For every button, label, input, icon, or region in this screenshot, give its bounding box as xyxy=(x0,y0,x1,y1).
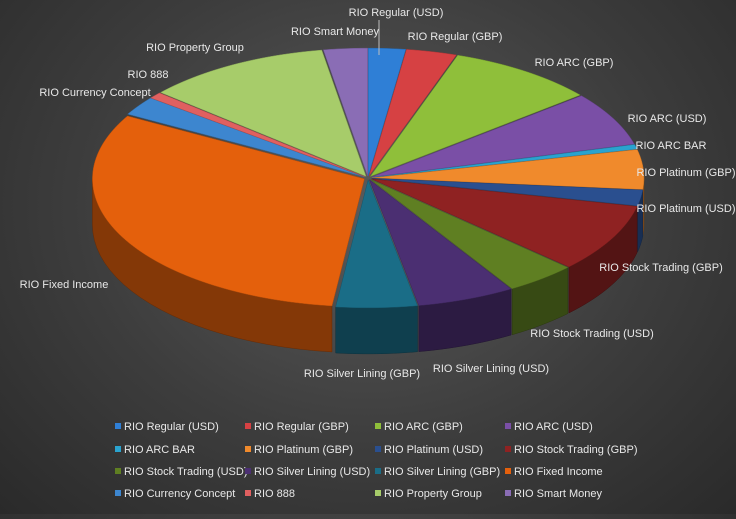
pie-slice-rio-silver-lining-gbp xyxy=(335,179,418,309)
legend-item-rio-stock-trading-usd: RIO Stock Trading (USD) xyxy=(115,466,247,478)
slice-label-rio-fixed-income: RIO Fixed Income xyxy=(20,279,109,291)
slice-label-rio-arc-gbp: RIO ARC (GBP) xyxy=(535,57,614,69)
pie-slice-rio-property-group xyxy=(160,49,367,177)
legend-swatch xyxy=(505,446,511,452)
legend-swatch xyxy=(245,490,251,496)
legend-swatch xyxy=(375,468,381,474)
legend-item-rio-property-group: RIO Property Group xyxy=(375,488,482,500)
pie-slice-rio-regular-usd xyxy=(368,47,407,177)
legend-swatch xyxy=(505,468,511,474)
slice-label-rio-stock-trading-gbp: RIO Stock Trading (GBP) xyxy=(599,262,722,274)
slice-label-rio-smart-money: RIO Smart Money xyxy=(291,26,380,38)
pie-slice-rio-arc-gbp xyxy=(369,54,581,177)
legend-item-rio-silver-lining-usd: RIO Silver Lining (USD) xyxy=(245,466,370,478)
legend-label: RIO Platinum (USD) xyxy=(384,444,483,456)
pie-slice-rio-smart-money xyxy=(323,47,368,177)
pie-slice-rio-stock-trading-usd xyxy=(370,179,569,290)
legend-label: RIO 888 xyxy=(254,488,295,500)
legend-label: RIO Regular (GBP) xyxy=(254,421,349,433)
pie-slice-rio-platinum-usd xyxy=(371,178,644,207)
legend-label: RIO Platinum (GBP) xyxy=(254,444,353,456)
slice-label-rio-property-group: RIO Property Group xyxy=(146,42,244,54)
slice-label-rio-regular-usd: RIO Regular (USD) xyxy=(349,7,444,19)
legend-swatch xyxy=(375,423,381,429)
pie-slice-rio-regular-gbp xyxy=(368,49,457,177)
legend-swatch xyxy=(245,446,251,452)
legend-item-rio-arc-bar: RIO ARC BAR xyxy=(115,444,195,456)
legend-label: RIO Fixed Income xyxy=(514,466,603,478)
pie-slice-rio-arc-usd xyxy=(371,95,635,178)
legend-swatch xyxy=(245,423,251,429)
slice-label-rio-stock-trading-usd: RIO Stock Trading (USD) xyxy=(530,328,653,340)
legend-label: RIO ARC (GBP) xyxy=(384,421,463,433)
slice-label-rio-platinum-usd: RIO Platinum (USD) xyxy=(636,203,735,215)
legend-item-rio-platinum-usd: RIO Platinum (USD) xyxy=(375,444,483,456)
pie-slice-rio-fixed-income xyxy=(92,115,365,307)
legend-item-rio-silver-lining-gbp: RIO Silver Lining (GBP) xyxy=(375,466,500,478)
legend-swatch xyxy=(115,446,121,452)
pie-slice-rio-platinum-gbp xyxy=(371,149,645,190)
legend-label: RIO ARC (USD) xyxy=(514,421,593,433)
legend-label: RIO Silver Lining (USD) xyxy=(254,466,370,478)
legend-item-rio-fixed-income: RIO Fixed Income xyxy=(505,466,603,478)
legend-label: RIO Regular (USD) xyxy=(124,421,219,433)
legend-label: RIO Stock Trading (GBP) xyxy=(514,444,637,456)
legend-swatch xyxy=(115,468,121,474)
pie-slice-rio-silver-lining-usd xyxy=(368,179,512,306)
legend-swatch xyxy=(505,423,511,429)
pie-slice-rio-arc-bar xyxy=(371,144,638,178)
pie-slice-rio-888 xyxy=(150,92,366,178)
slice-label-rio-arc-bar: RIO ARC BAR xyxy=(636,140,707,152)
legend-swatch xyxy=(115,423,121,429)
legend-label: RIO Property Group xyxy=(384,488,482,500)
slice-label-rio-platinum-gbp: RIO Platinum (GBP) xyxy=(636,167,735,179)
pie-slice-rio-stock-trading-gbp xyxy=(371,178,638,268)
pie-slice-rio-currency-concept xyxy=(127,97,365,178)
legend-item-rio-arc-gbp: RIO ARC (GBP) xyxy=(375,421,463,433)
legend-swatch xyxy=(115,490,121,496)
legend-item-rio-stock-trading-gbp: RIO Stock Trading (GBP) xyxy=(505,444,637,456)
slice-label-rio-regular-gbp: RIO Regular (GBP) xyxy=(408,31,503,43)
legend-label: RIO Silver Lining (GBP) xyxy=(384,466,500,478)
legend-item-rio-regular-usd: RIO Regular (USD) xyxy=(115,421,219,433)
legend-label: RIO Stock Trading (USD) xyxy=(124,466,247,478)
legend-swatch xyxy=(375,446,381,452)
slice-label-rio-arc-usd: RIO ARC (USD) xyxy=(628,113,707,125)
legend-swatch xyxy=(245,468,251,474)
legend-item-rio-smart-money: RIO Smart Money xyxy=(505,488,603,500)
legend-label: RIO Smart Money xyxy=(514,488,603,500)
legend-item-rio-888: RIO 888 xyxy=(245,488,295,500)
slice-label-rio-currency-concept: RIO Currency Concept xyxy=(39,87,150,99)
legend-label: RIO ARC BAR xyxy=(124,444,195,456)
slice-label-rio-silver-lining-usd: RIO Silver Lining (USD) xyxy=(433,363,549,375)
legend-label: RIO Currency Concept xyxy=(124,488,235,500)
legend-swatch xyxy=(505,490,511,496)
legend-item-rio-currency-concept: RIO Currency Concept xyxy=(115,488,235,500)
legend-item-rio-platinum-gbp: RIO Platinum (GBP) xyxy=(245,444,353,456)
slice-label-rio-888: RIO 888 xyxy=(128,69,169,81)
legend-item-rio-regular-gbp: RIO Regular (GBP) xyxy=(245,421,349,433)
legend-swatch xyxy=(375,490,381,496)
legend-item-rio-arc-usd: RIO ARC (USD) xyxy=(505,421,593,433)
pie-slice-side-rio-silver-lining-gbp xyxy=(335,305,418,355)
slice-label-rio-silver-lining-gbp: RIO Silver Lining (GBP) xyxy=(304,368,420,380)
